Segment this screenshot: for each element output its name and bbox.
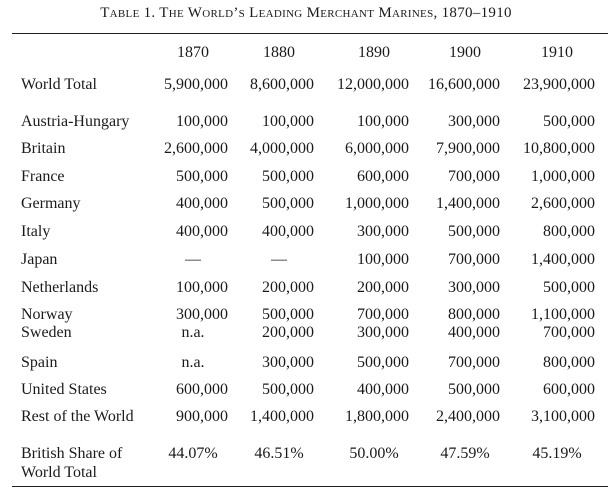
table-cell: 400,000 xyxy=(176,223,228,240)
bottom-rule xyxy=(12,486,608,487)
table-cell: 400,000 xyxy=(176,195,228,212)
table-cell: 8,600,000 xyxy=(250,76,314,93)
table-cell: 3,100,000 xyxy=(531,408,595,425)
table-cell: 300,000 xyxy=(357,223,409,240)
table-cell: 300,000 xyxy=(448,279,500,296)
table-cell: 100,000 xyxy=(176,113,228,130)
table-cell: 500,000 xyxy=(262,306,314,323)
table-cell: 1,000,000 xyxy=(345,195,409,212)
table-cell: 10,800,000 xyxy=(523,140,595,157)
table-cell: 300,000 xyxy=(176,306,228,323)
table-cell: 2,400,000 xyxy=(436,408,500,425)
column-header: 1910 xyxy=(541,44,573,61)
row-label: World Total xyxy=(21,76,97,93)
table-cell: 800,000 xyxy=(543,223,595,240)
top-rule xyxy=(12,33,608,34)
table-cell: 100,000 xyxy=(262,113,314,130)
table-cell: 1,400,000 xyxy=(250,408,314,425)
table-cell: 45.19% xyxy=(532,445,582,462)
table-cell: 600,000 xyxy=(543,381,595,398)
table-cell: 500,000 xyxy=(448,381,500,398)
row-label: World Total xyxy=(21,464,97,481)
table-cell: 700,000 xyxy=(448,168,500,185)
row-label: Italy xyxy=(21,223,51,240)
column-header: 1880 xyxy=(263,44,295,61)
table-cell: 700,000 xyxy=(543,324,595,341)
table-cell: 500,000 xyxy=(357,354,409,371)
table-cell: 500,000 xyxy=(262,168,314,185)
table-cell: 5,900,000 xyxy=(164,76,228,93)
table-cell: — xyxy=(185,251,201,268)
table-cell: 1,100,000 xyxy=(531,306,595,323)
table-cell: 600,000 xyxy=(357,168,409,185)
table-cell: 800,000 xyxy=(448,306,500,323)
row-label: France xyxy=(21,168,65,185)
table-cell: 300,000 xyxy=(357,324,409,341)
column-header: 1870 xyxy=(177,44,209,61)
table-cell: 200,000 xyxy=(262,324,314,341)
table-cell: 100,000 xyxy=(176,279,228,296)
column-header: 1900 xyxy=(449,44,481,61)
table-cell: 16,600,000 xyxy=(428,76,500,93)
table-cell: n.a. xyxy=(181,324,205,341)
table-cell: 44.07% xyxy=(168,445,218,462)
row-label: United States xyxy=(21,381,107,398)
table-cell: 46.51% xyxy=(254,445,304,462)
row-label: Netherlands xyxy=(21,279,99,296)
table-cell: 400,000 xyxy=(262,223,314,240)
table-title: Table 1. The World’s Leading Merchant Ma… xyxy=(100,5,512,21)
table-cell: 500,000 xyxy=(262,195,314,212)
table-cell: 400,000 xyxy=(448,324,500,341)
table-cell: 700,000 xyxy=(448,354,500,371)
table-cell: 600,000 xyxy=(176,381,228,398)
table-cell: 47.59% xyxy=(440,445,490,462)
table-cell: 300,000 xyxy=(262,354,314,371)
column-header: 1890 xyxy=(358,44,390,61)
table-cell: 500,000 xyxy=(543,279,595,296)
row-label: Norway xyxy=(21,306,73,323)
table-cell: 900,000 xyxy=(176,408,228,425)
table-cell: 200,000 xyxy=(262,279,314,296)
table-cell: 500,000 xyxy=(176,168,228,185)
table-cell: 23,900,000 xyxy=(523,76,595,93)
row-label: Japan xyxy=(21,251,58,268)
row-label: Sweden xyxy=(21,324,72,341)
table-cell: 1,400,000 xyxy=(531,251,595,268)
table-cell: 7,900,000 xyxy=(436,140,500,157)
table-cell: 200,000 xyxy=(357,279,409,296)
table-cell: 300,000 xyxy=(448,113,500,130)
table-cell: 1,800,000 xyxy=(345,408,409,425)
table-cell: 100,000 xyxy=(357,113,409,130)
table-cell: 400,000 xyxy=(357,381,409,398)
row-label: Rest of the World xyxy=(21,408,134,425)
row-label: Germany xyxy=(21,195,81,212)
table-cell: 50.00% xyxy=(349,445,399,462)
table-cell: 12,000,000 xyxy=(337,76,409,93)
table-cell: 2,600,000 xyxy=(531,195,595,212)
row-label: British Share of xyxy=(21,445,123,462)
table-cell: 1,000,000 xyxy=(531,168,595,185)
table-cell: 500,000 xyxy=(543,113,595,130)
row-label: Britain xyxy=(21,140,66,157)
table-cell: 700,000 xyxy=(448,251,500,268)
table-cell: 4,000,000 xyxy=(250,140,314,157)
table-cell: n.a. xyxy=(181,354,205,371)
table-cell: 6,000,000 xyxy=(345,140,409,157)
table-cell: 500,000 xyxy=(262,381,314,398)
table-cell: 1,400,000 xyxy=(436,195,500,212)
row-label: Austria-Hungary xyxy=(21,113,130,130)
table-cell: 700,000 xyxy=(357,306,409,323)
table-cell: 800,000 xyxy=(543,354,595,371)
table-cell: — xyxy=(271,251,287,268)
table-cell: 100,000 xyxy=(357,251,409,268)
table-cell: 500,000 xyxy=(448,223,500,240)
table-cell: 2,600,000 xyxy=(164,140,228,157)
row-label: Spain xyxy=(21,354,58,371)
